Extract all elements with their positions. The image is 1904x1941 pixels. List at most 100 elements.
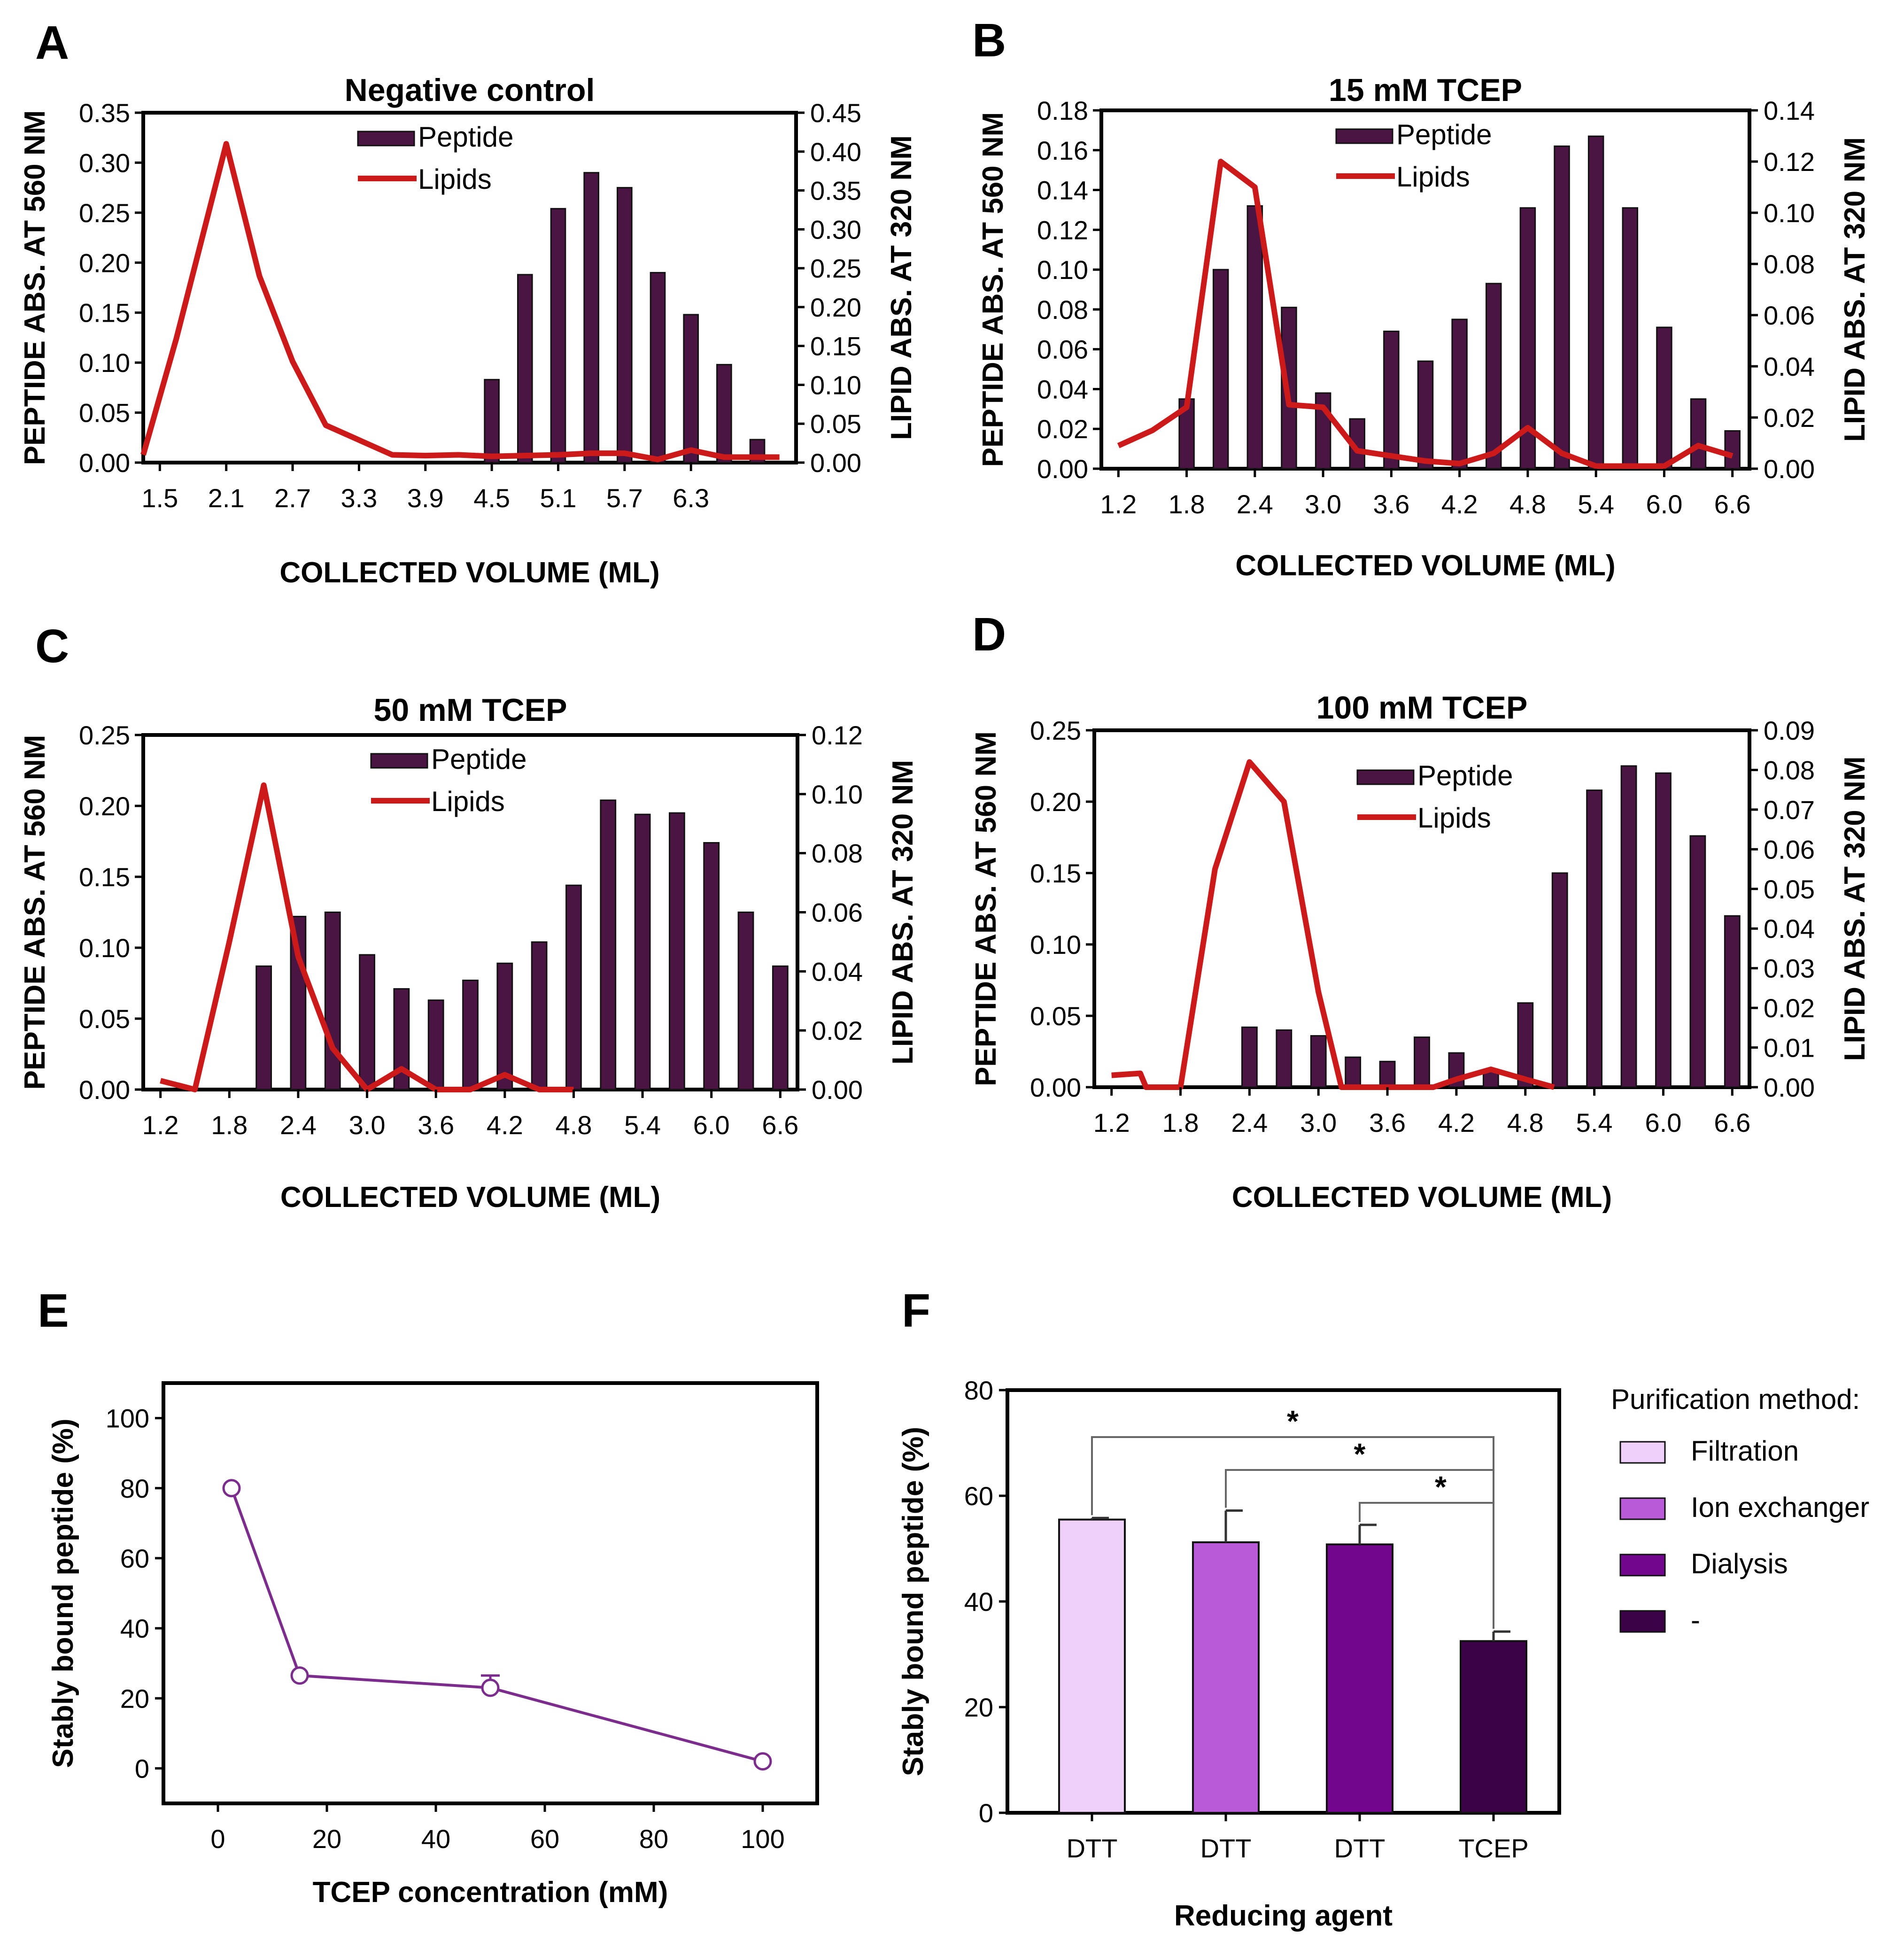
- panel-label: B: [972, 14, 1006, 67]
- panel-label: D: [972, 608, 1006, 661]
- data-point: [753, 1752, 772, 1771]
- x-tick-label: 2.7: [274, 483, 311, 513]
- x-tick-label: DTT: [1334, 1833, 1385, 1863]
- y-tick-label: 0.14: [1037, 176, 1088, 205]
- y-tick-label: 80: [964, 1376, 993, 1405]
- chart-title: 15 mM TCEP: [1329, 72, 1522, 108]
- peptide-bar: [1689, 835, 1706, 1088]
- significance-star: *: [1354, 1437, 1366, 1471]
- y-axis-label: PEPTIDE ABS. AT 560 NM: [19, 735, 51, 1090]
- bar: [1058, 1518, 1126, 1814]
- legend-label-lipids: Lipids: [1396, 161, 1470, 193]
- y2-tick-label: 0.12: [1764, 147, 1815, 177]
- x-tick-label: 6.0: [1646, 489, 1682, 519]
- x-tick-label: 4.2: [487, 1110, 523, 1140]
- x-tick-label: 5.7: [606, 483, 643, 513]
- peptide-bar: [1554, 145, 1570, 470]
- peptide-bar: [1724, 915, 1741, 1088]
- x-tick-label: 6.3: [673, 483, 709, 513]
- x-tick-label: 20: [312, 1824, 341, 1854]
- plot-frame: [141, 111, 798, 464]
- x-tick-label: 1.2: [1100, 489, 1137, 519]
- peptide-bar: [427, 999, 444, 1090]
- x-tick-label: 1.5: [141, 483, 178, 513]
- x-tick-label: 1.8: [1162, 1108, 1199, 1137]
- peptide-bar: [617, 187, 633, 464]
- panel-label: E: [38, 1284, 69, 1337]
- panel-label: C: [35, 620, 69, 673]
- x-tick-label: 40: [421, 1824, 450, 1854]
- data-point: [222, 1479, 241, 1498]
- panel-D: D 100 mM TCEP 0.00 0.05 0.10 0.15 0.20 0.25 0.00…: [970, 608, 1871, 1214]
- chart-title: 50 mM TCEP: [374, 692, 567, 728]
- y2-tick-label: 0.02: [1764, 993, 1815, 1023]
- legend-swatch-peptide: [357, 131, 415, 147]
- y2-tick-label: 0.01: [1764, 1033, 1815, 1063]
- peptide-bar: [1310, 1035, 1327, 1088]
- x-tick-label: DTT: [1200, 1833, 1252, 1863]
- legend-label-peptide: Peptide: [418, 121, 514, 153]
- significance-bracket: [1091, 1436, 1494, 1629]
- x-tick-label: 3.3: [341, 483, 377, 513]
- peptide-bar: [1241, 1026, 1258, 1088]
- x-tick-label: 2.4: [1237, 489, 1273, 519]
- y-tick-label: 0.30: [79, 148, 130, 178]
- chart-title: 100 mM TCEP: [1316, 690, 1528, 726]
- peptide-bar: [359, 954, 375, 1090]
- x-tick-label: 5.4: [624, 1110, 661, 1140]
- panel-A: A Negative control 0.00 0.05 0.10 0.15 0.20 0.2…: [19, 16, 918, 589]
- peptide-bar: [1586, 789, 1603, 1088]
- x-tick-label: 1.8: [1169, 489, 1205, 519]
- y2-tick-label: 0.40: [810, 137, 861, 167]
- peptide-bar: [716, 363, 732, 464]
- y2-axis-label: LIPID ABS. AT 320 NM: [885, 135, 918, 440]
- x-tick-label: 6.0: [693, 1110, 730, 1140]
- series-line: [230, 1487, 763, 1763]
- x-tick-label: 6.6: [1714, 1108, 1750, 1137]
- legend-label-lipids: Lipids: [418, 163, 492, 195]
- y-tick-label: 60: [120, 1544, 149, 1573]
- y2-axis-label: LIPID ABS. AT 320 NM: [887, 760, 919, 1065]
- x-tick-label: 1.2: [1093, 1108, 1130, 1137]
- y-tick-label: 0.18: [1037, 96, 1088, 125]
- significance-star: *: [1435, 1470, 1447, 1504]
- y-tick-label: 0.00: [79, 1075, 130, 1105]
- y2-tick-label: 0.12: [812, 720, 863, 750]
- legend-label-peptide: Peptide: [431, 743, 527, 775]
- x-tick-label: 3.0: [1300, 1108, 1337, 1137]
- significance-bracket: [1359, 1502, 1494, 1629]
- y-tick-label: 0.05: [1030, 1001, 1081, 1031]
- y-tick-label: 0.16: [1037, 136, 1088, 165]
- bar: [1192, 1541, 1260, 1814]
- peptide-bar: [531, 941, 548, 1090]
- panel-label: F: [902, 1284, 930, 1337]
- peptide-bar: [255, 965, 272, 1090]
- peptide-bar: [1246, 205, 1263, 470]
- x-axis-label: COLLECTED VOLUME (ML): [279, 557, 659, 589]
- y-tick-label: 0.25: [1030, 716, 1081, 745]
- panel-label: A: [35, 16, 69, 69]
- peptide-bar: [650, 272, 666, 464]
- legend-label-peptide: Peptide: [1396, 119, 1492, 150]
- x-tick-label: 0: [210, 1824, 225, 1854]
- peptide-bar: [1414, 1036, 1430, 1088]
- y2-tick-label: 0.04: [1764, 352, 1815, 381]
- x-tick-label: 4.2: [1441, 489, 1478, 519]
- y2-tick-label: 0.10: [812, 780, 863, 809]
- y2-tick-label: 0.07: [1764, 795, 1815, 825]
- peptide-bar: [1379, 1060, 1396, 1088]
- y-tick-label: 20: [964, 1693, 993, 1722]
- peptide-bar: [1620, 765, 1637, 1088]
- y2-tick-label: 0.04: [812, 957, 863, 986]
- legend-title: Purification method:: [1611, 1384, 1860, 1415]
- x-axis-label: COLLECTED VOLUME (ML): [1232, 1181, 1612, 1214]
- peptide-bar: [683, 314, 699, 464]
- y-tick-label: 60: [964, 1481, 993, 1511]
- y2-tick-label: 0.00: [1764, 454, 1815, 484]
- y-tick-label: 0.10: [79, 933, 130, 963]
- y2-tick-label: 0.08: [1764, 249, 1815, 279]
- y2-tick-label: 0.10: [1764, 198, 1815, 228]
- peptide-bar: [772, 965, 789, 1090]
- y2-tick-label: 0.08: [1764, 755, 1815, 785]
- x-tick-label: 6.6: [1714, 489, 1751, 519]
